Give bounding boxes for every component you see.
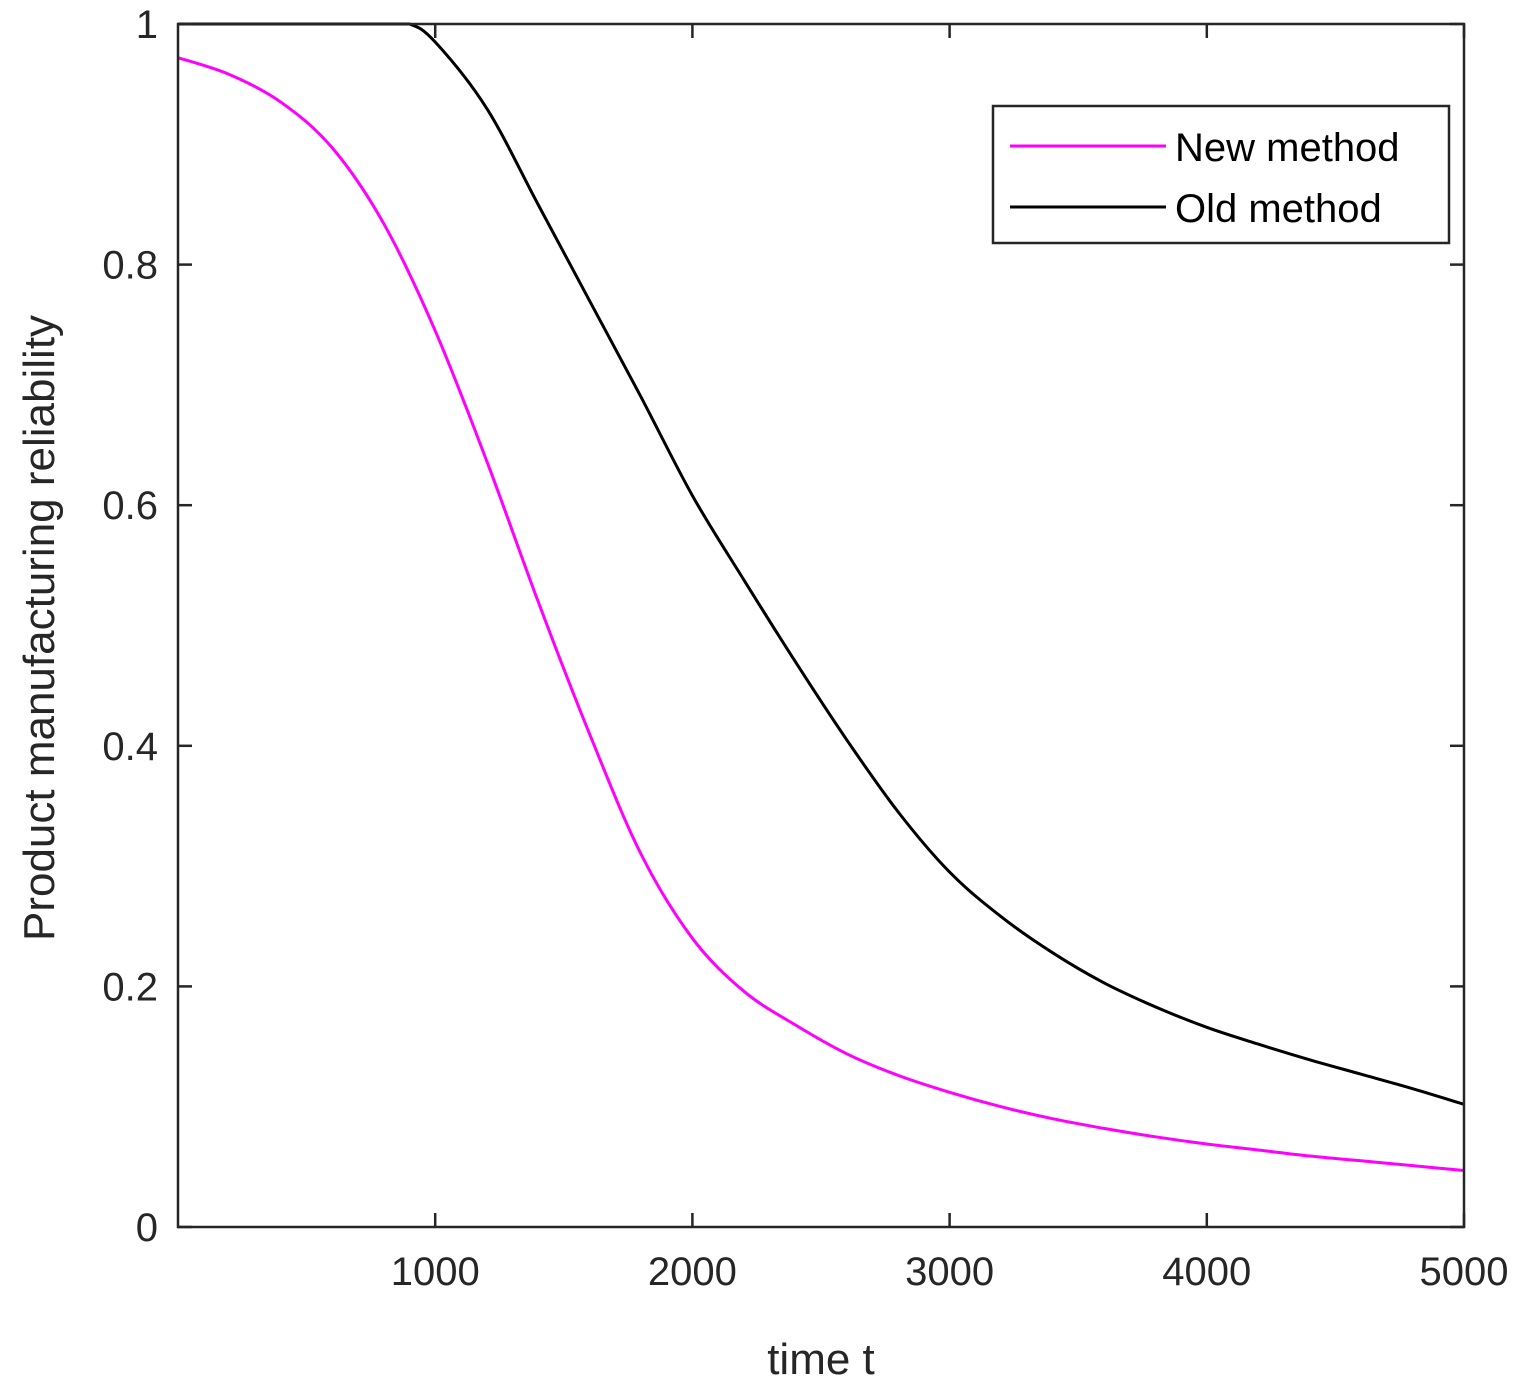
- legend-label-old-method: Old method: [1175, 187, 1382, 231]
- x-tick-label: 1000: [391, 1250, 480, 1294]
- series-line-new-method: [177, 56, 1465, 1172]
- legend: New method Old method: [991, 104, 1451, 245]
- plot-frame: [176, 22, 1466, 1229]
- legend-box: [991, 104, 1451, 245]
- y-tick-label: 0.2: [102, 965, 158, 1009]
- legend-label-new-method: New method: [1175, 126, 1400, 170]
- x-axis-title: time t: [767, 1335, 875, 1384]
- y-tick-label: 0.8: [102, 244, 158, 288]
- tick-layer: 1000 2000 3000 4000 5000 0 0.2 0.4 0.6 0.8 1: [102, 3, 1508, 1294]
- x-tick-label: 3000: [905, 1250, 994, 1294]
- y-tick-label: 1: [136, 3, 158, 47]
- x-tick-label: 2000: [648, 1250, 737, 1294]
- y-tick-label: 0.4: [102, 725, 158, 769]
- x-tick-label: 4000: [1162, 1250, 1251, 1294]
- x-tick-label: 5000: [1420, 1250, 1509, 1294]
- y-tick-label: 0.6: [102, 484, 158, 528]
- y-tick-label: 0: [136, 1206, 158, 1250]
- y-axis-title: Product manufacturing reliability: [15, 315, 64, 941]
